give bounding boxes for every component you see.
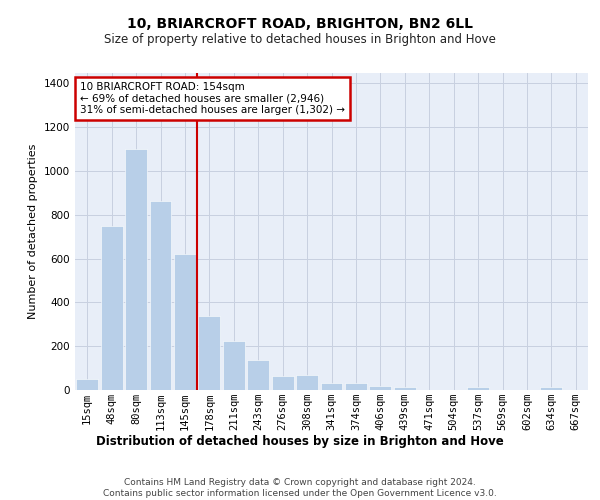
Bar xyxy=(394,388,416,390)
Bar xyxy=(370,386,391,390)
Text: Size of property relative to detached houses in Brighton and Hove: Size of property relative to detached ho… xyxy=(104,32,496,46)
Bar xyxy=(296,374,318,390)
Text: Distribution of detached houses by size in Brighton and Hove: Distribution of detached houses by size … xyxy=(96,435,504,448)
Bar xyxy=(125,149,147,390)
Bar xyxy=(467,388,489,390)
Bar xyxy=(247,360,269,390)
Bar xyxy=(541,388,562,390)
Bar xyxy=(345,384,367,390)
Bar xyxy=(76,379,98,390)
Bar xyxy=(272,376,293,390)
Bar xyxy=(223,340,245,390)
Y-axis label: Number of detached properties: Number of detached properties xyxy=(28,144,38,319)
Text: 10 BRIARCROFT ROAD: 154sqm
← 69% of detached houses are smaller (2,946)
31% of s: 10 BRIARCROFT ROAD: 154sqm ← 69% of deta… xyxy=(80,82,345,115)
Bar xyxy=(320,384,343,390)
Text: 10, BRIARCROFT ROAD, BRIGHTON, BN2 6LL: 10, BRIARCROFT ROAD, BRIGHTON, BN2 6LL xyxy=(127,18,473,32)
Bar xyxy=(174,254,196,390)
Bar xyxy=(199,316,220,390)
Text: Contains HM Land Registry data © Crown copyright and database right 2024.
Contai: Contains HM Land Registry data © Crown c… xyxy=(103,478,497,498)
Bar xyxy=(149,200,172,390)
Bar xyxy=(101,226,122,390)
